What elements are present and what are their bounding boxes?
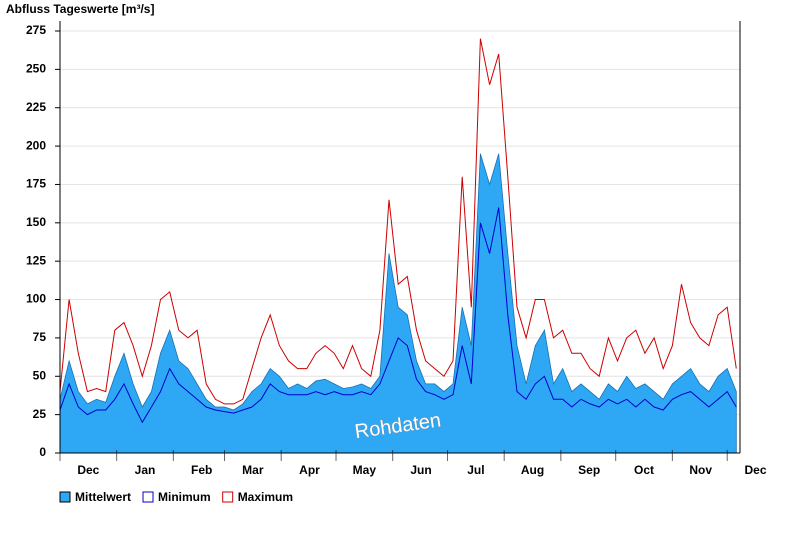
x-tick-label: Sep [578,463,600,477]
x-tick-label: Feb [191,463,212,477]
area [59,153,737,454]
legend-item: Mittelwert [59,490,131,504]
line [59,38,737,405]
legend-swatch [142,491,154,503]
x-tick-label: Jul [467,463,484,477]
y-tick-label: 150 [26,215,46,229]
y-tick-label: 50 [33,368,47,382]
legend-swatch [222,491,234,503]
y-tick-label: 100 [26,292,46,306]
y-tick-label: 0 [39,445,46,459]
x-tick-label: Nov [689,463,712,477]
x-tick-label: Jun [410,463,431,477]
x-tick-label: Dec [77,463,99,477]
y-tick-label: 25 [33,407,47,421]
y-tick-label: 75 [33,330,47,344]
x-tick-label: Jan [135,463,156,477]
legend-label: Mittelwert [75,490,131,504]
x-tick-label: Oct [634,463,654,477]
y-tick-label: 250 [26,62,46,76]
x-tick-label: Aug [521,463,544,477]
y-tick-label: 125 [26,253,46,267]
x-tick-label: Apr [299,463,320,477]
legend-swatch [59,491,71,503]
y-tick-label: 175 [26,177,46,191]
y-tick-label: 200 [26,138,46,152]
x-tick-label: Mar [242,463,264,477]
legend-item: Minimum [142,490,211,504]
line [59,207,737,424]
chart-title: Abfluss Tageswerte [m³/s] [6,2,154,16]
legend-item: Maximum [222,490,293,504]
x-tick-label: May [353,463,377,477]
x-tick-label: Dec [745,463,767,477]
y-tick-label: 225 [26,100,46,114]
y-tick-label: 275 [26,23,46,37]
legend-label: Minimum [158,490,211,504]
legend-label: Maximum [238,490,293,504]
